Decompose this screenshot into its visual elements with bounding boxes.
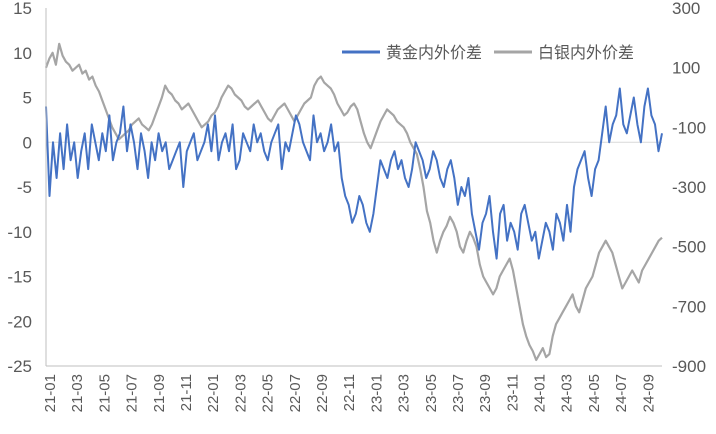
x-tick-label: 22-03: [232, 374, 249, 412]
y-left-tick-label: -10: [7, 223, 32, 242]
x-tick-label: 23-03: [396, 374, 413, 412]
x-tick-label: 22-01: [205, 374, 222, 412]
legend-label-gold: 黄金内外价差: [386, 44, 482, 62]
x-tick-label: 24-03: [559, 374, 576, 412]
x-tick-label: 21-05: [96, 374, 113, 412]
x-tick-label: 23-05: [423, 374, 440, 412]
y-right-tick-label: 300: [672, 0, 700, 18]
x-tick-label: 22-05: [260, 374, 277, 412]
x-tick-label: 24-09: [640, 374, 657, 412]
y-left-tick-label: 15: [13, 0, 32, 18]
x-tick-label: 23-07: [450, 374, 467, 412]
y-left-tick-label: -15: [7, 268, 32, 287]
x-tick-label: 21-03: [69, 374, 86, 412]
x-tick-label: 24-05: [586, 374, 603, 412]
y-right-tick-label: -700: [672, 297, 706, 316]
x-tick-label: 21-07: [124, 374, 141, 412]
y-right-tick-label: -300: [672, 178, 706, 197]
y-right-tick-label: 100: [672, 59, 700, 78]
x-tick-label: 22-09: [314, 374, 331, 412]
y-left-tick-label: 5: [23, 89, 32, 108]
series-line-silver: [44, 42, 663, 362]
legend-label-silver: 白银内外价差: [538, 44, 634, 62]
y-left-tick-label: 10: [13, 44, 32, 63]
y-left-tick-label: -5: [17, 178, 32, 197]
x-tick-label: 23-01: [368, 374, 385, 412]
x-tick-label: 21-11: [178, 374, 195, 411]
x-tick-label: 21-09: [151, 374, 168, 412]
y-right-tick-label: -900: [672, 357, 706, 376]
y-left-tick-label: -25: [7, 357, 32, 376]
x-tick-label: 21-01: [42, 374, 59, 412]
y-right-tick-label: -100: [672, 118, 706, 137]
y-right-tick-label: -500: [672, 238, 706, 257]
series-line-gold: [45, 87, 663, 260]
legend: 黄金内外价差 白银内外价差: [342, 44, 634, 62]
x-tick-label: 24-07: [613, 374, 630, 412]
x-tick-label: 23-11: [504, 374, 521, 411]
x-tick-label: 23-09: [477, 374, 494, 412]
y-left-tick-label: -20: [7, 312, 32, 331]
x-tick-label: 22-11: [341, 374, 358, 411]
axes-group: 15 10 5 0 -5 -10 -15 -20 -25 300 100 -100 -300 -500 -7…: [7, 0, 706, 412]
x-tick-label: 24-01: [532, 374, 549, 412]
series-group: [44, 42, 663, 362]
y-left-tick-label: 0: [23, 133, 32, 152]
x-tick-label: 22-07: [287, 374, 304, 412]
